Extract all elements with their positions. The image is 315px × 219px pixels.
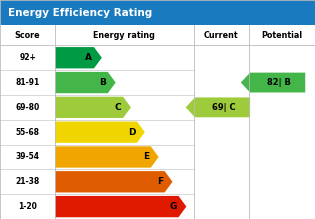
Polygon shape (55, 72, 116, 93)
Polygon shape (241, 73, 305, 92)
Text: 55-68: 55-68 (15, 128, 40, 137)
Text: 21-38: 21-38 (15, 177, 40, 186)
Text: Energy rating: Energy rating (94, 31, 155, 40)
Text: Energy Efficiency Rating: Energy Efficiency Rating (8, 8, 152, 18)
Text: 81-91: 81-91 (15, 78, 40, 87)
Text: 39-54: 39-54 (15, 152, 40, 161)
Text: 92+: 92+ (19, 53, 36, 62)
Text: F: F (157, 177, 163, 186)
Text: D: D (128, 128, 135, 137)
Text: E: E (143, 152, 149, 161)
Text: A: A (85, 53, 92, 62)
Polygon shape (55, 196, 186, 217)
Text: 82| B: 82| B (267, 78, 291, 87)
Bar (0, 25, 315, 45)
Polygon shape (55, 122, 145, 143)
Text: C: C (115, 103, 122, 112)
Text: Potential: Potential (261, 31, 302, 40)
Text: 69| C: 69| C (212, 103, 235, 112)
Polygon shape (55, 171, 173, 193)
Text: G: G (169, 202, 177, 211)
Bar (0, 0, 315, 25)
Polygon shape (55, 97, 131, 118)
Text: Score: Score (15, 31, 40, 40)
Polygon shape (186, 97, 250, 117)
Polygon shape (55, 47, 102, 68)
Polygon shape (55, 146, 159, 168)
Text: 1-20: 1-20 (18, 202, 37, 211)
Text: B: B (99, 78, 106, 87)
Text: 69-80: 69-80 (15, 103, 40, 112)
Text: Current: Current (204, 31, 238, 40)
